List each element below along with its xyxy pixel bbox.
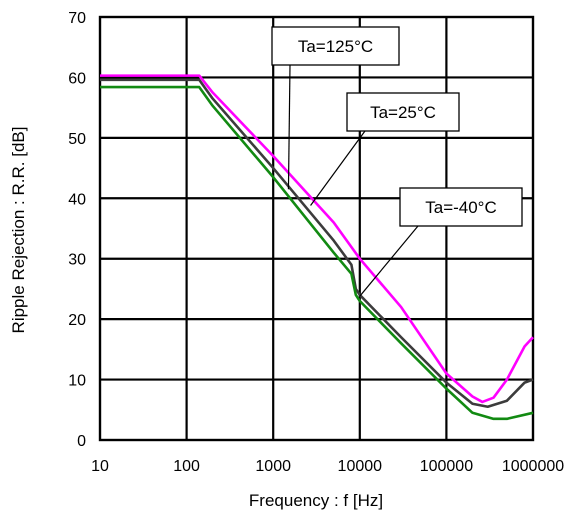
x-tick-label: 1000000 — [502, 458, 564, 475]
x-tick-label: 10 — [91, 458, 109, 475]
annotation-leader-line — [359, 225, 419, 297]
y-tick-label: 70 — [68, 10, 86, 27]
y-tick-label: 60 — [68, 70, 86, 87]
y-tick-label: 40 — [68, 191, 86, 208]
plot-frame — [98, 15, 535, 442]
y-tick-label: 20 — [68, 312, 86, 329]
y-axis-label: Ripple Rejection : R.R. [dB] — [9, 127, 28, 334]
y-tick-label: 10 — [68, 373, 86, 390]
annotation-box — [399, 187, 523, 227]
x-tick-label: 10000 — [338, 458, 383, 475]
y-tick-label: 0 — [77, 433, 86, 450]
annotation-leader-line — [287, 64, 291, 190]
series-line-ta-40-c — [100, 85, 534, 421]
y-tick-label: 50 — [68, 131, 86, 148]
annotation-leader-line — [310, 130, 366, 206]
annotation-label: Ta=125°C — [298, 37, 373, 56]
annotation-box — [346, 92, 460, 132]
x-tick-label: 100 — [173, 458, 200, 475]
series-line-ta-125-c — [100, 74, 534, 404]
series-line-ta-25-c — [100, 78, 534, 409]
annotation-label: Ta=25°C — [370, 103, 436, 122]
annotation-box — [271, 26, 400, 66]
x-axis-label: Frequency : f [Hz] — [249, 491, 383, 510]
x-tick-label: 100000 — [420, 458, 473, 475]
y-tick-label: 30 — [68, 252, 86, 269]
x-tick-label: 1000 — [255, 458, 291, 475]
annotation-label: Ta=-40°C — [425, 198, 497, 217]
